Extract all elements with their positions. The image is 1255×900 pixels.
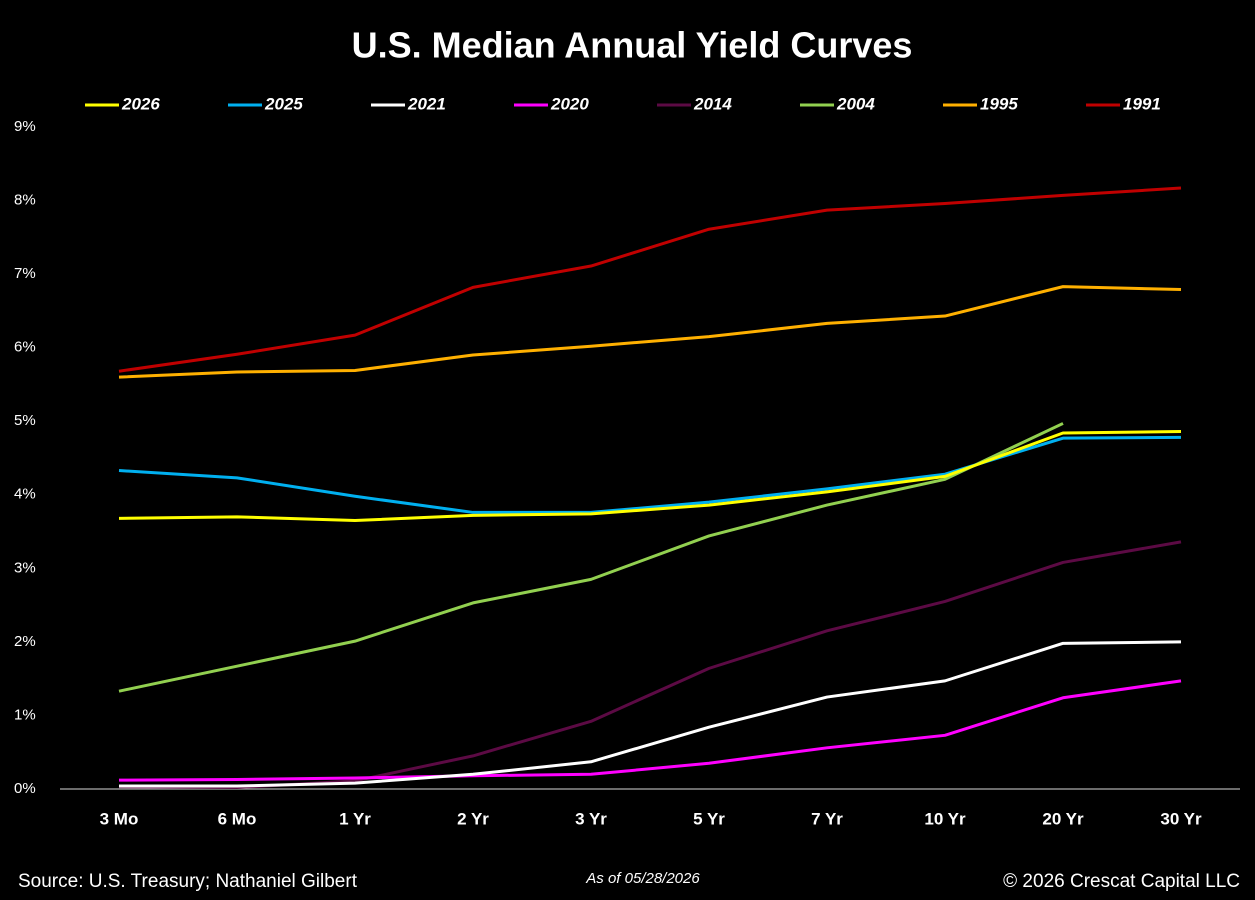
x-tick-label: 30 Yr xyxy=(1160,809,1202,828)
legend-label: 2004 xyxy=(836,94,875,113)
y-tick-label: 1% xyxy=(14,706,36,723)
legend-label: 2026 xyxy=(121,94,160,113)
y-tick-label: 3% xyxy=(14,559,36,576)
y-tick-label: 8% xyxy=(14,192,36,209)
copyright: © 2026 Crescat Capital LLC xyxy=(1003,871,1240,892)
y-tick-label: 2% xyxy=(14,633,36,650)
x-tick-label: 7 Yr xyxy=(811,809,843,828)
series-line xyxy=(118,430,1182,523)
x-tick-label: 5 Yr xyxy=(693,809,725,828)
x-tick-label: 3 Mo xyxy=(100,809,139,828)
x-tick-label: 10 Yr xyxy=(924,809,966,828)
series-line xyxy=(118,540,1182,790)
x-tick-label: 1 Yr xyxy=(339,809,371,828)
legend-label: 1991 xyxy=(1123,94,1161,113)
y-tick-label: 9% xyxy=(14,118,36,135)
y-tick-label: 6% xyxy=(14,339,36,356)
legend-label: 2020 xyxy=(550,94,589,113)
legend-label: 1995 xyxy=(980,94,1018,113)
y-tick-label: 7% xyxy=(14,265,36,282)
y-tick-label: 5% xyxy=(14,412,36,429)
series-line xyxy=(118,285,1182,379)
series-line xyxy=(118,186,1182,373)
chart-title: U.S. Median Annual Yield Curves xyxy=(352,25,913,66)
legend-label: 2025 xyxy=(264,94,303,113)
series-line xyxy=(118,422,1064,693)
date-note: As of 05/28/2026 xyxy=(585,870,700,887)
x-tick-label: 20 Yr xyxy=(1042,809,1084,828)
source: Source: U.S. Treasury; Nathaniel Gilbert xyxy=(18,871,358,892)
x-tick-label: 2 Yr xyxy=(457,809,489,828)
x-tick-label: 6 Mo xyxy=(218,809,257,828)
y-tick-label: 0% xyxy=(14,780,36,797)
y-tick-label: 4% xyxy=(14,486,36,503)
series-line xyxy=(118,679,1182,782)
series-line xyxy=(119,640,1182,788)
x-tick-label: 3 Yr xyxy=(575,809,607,828)
legend-label: 2021 xyxy=(407,94,446,113)
legend-label: 2014 xyxy=(693,94,732,113)
